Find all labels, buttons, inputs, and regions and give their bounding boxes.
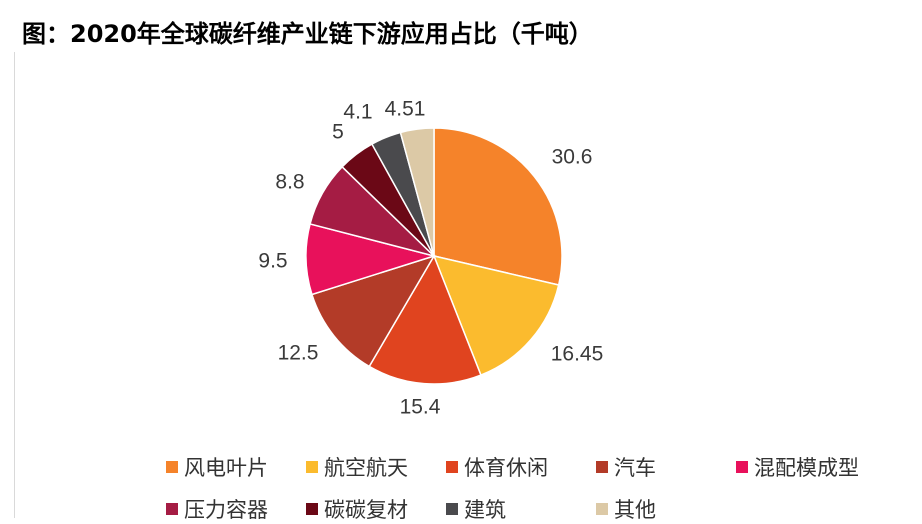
legend-item: 其他 (596, 494, 656, 524)
slice-value-label: 4.1 (343, 101, 372, 124)
slice-value-label: 30.6 (552, 146, 593, 169)
legend-item: 建筑 (446, 494, 506, 524)
legend-swatch (446, 461, 458, 473)
chart-title: 图：2020年全球碳纤维产业链下游应用占比（千吨） (22, 20, 593, 48)
legend-label: 汽车 (614, 456, 656, 480)
legend-label: 碳碳复材 (324, 498, 408, 522)
slice-value-label: 5 (332, 121, 344, 144)
legend-swatch (306, 503, 318, 515)
legend-item: 风电叶片 (166, 452, 268, 482)
slice-value-label: 16.45 (551, 343, 604, 366)
legend-swatch (736, 461, 748, 473)
pie-slice (433, 127, 563, 286)
slice-value-label: 9.5 (258, 250, 287, 273)
legend-swatch (306, 461, 318, 473)
legend-swatch (596, 461, 608, 473)
legend-label: 其他 (614, 498, 656, 522)
pie-slice (310, 254, 436, 368)
legend-swatch (166, 461, 178, 473)
legend-item: 混配模成型 (736, 452, 859, 482)
pie-slice (432, 254, 560, 377)
legend-item: 汽车 (596, 452, 656, 482)
slice-value-label: 12.5 (278, 342, 319, 365)
pie-slice (368, 254, 482, 385)
legend-swatch (596, 503, 608, 515)
legend-item: 体育休闲 (446, 452, 548, 482)
legend-label: 体育休闲 (464, 456, 548, 480)
pie-slice (399, 127, 435, 257)
legend-item: 压力容器 (166, 494, 268, 524)
legend-label: 压力容器 (184, 498, 268, 522)
legend-label: 航空航天 (324, 456, 408, 480)
legend-swatch (166, 503, 178, 515)
legend-item: 航空航天 (306, 452, 408, 482)
slice-value-label: 4.51 (385, 98, 426, 121)
legend-label: 风电叶片 (184, 456, 268, 480)
legend-label: 建筑 (464, 498, 506, 522)
legend-label: 混配模成型 (754, 456, 859, 480)
legend-item: 碳碳复材 (306, 494, 408, 524)
slice-value-label: 8.8 (275, 171, 304, 194)
legend-swatch (446, 503, 458, 515)
left-border-line (14, 52, 15, 518)
slice-value-label: 15.4 (400, 396, 441, 419)
